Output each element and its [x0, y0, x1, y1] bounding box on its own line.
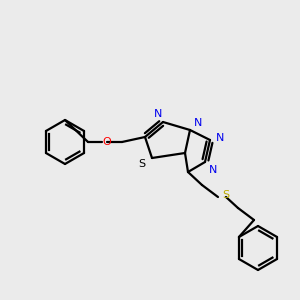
Text: N: N: [194, 118, 202, 128]
Text: N: N: [154, 109, 162, 119]
Text: N: N: [216, 133, 224, 143]
Text: N: N: [209, 165, 217, 175]
Text: O: O: [103, 137, 111, 147]
Text: S: S: [222, 190, 230, 200]
Text: S: S: [138, 159, 146, 169]
